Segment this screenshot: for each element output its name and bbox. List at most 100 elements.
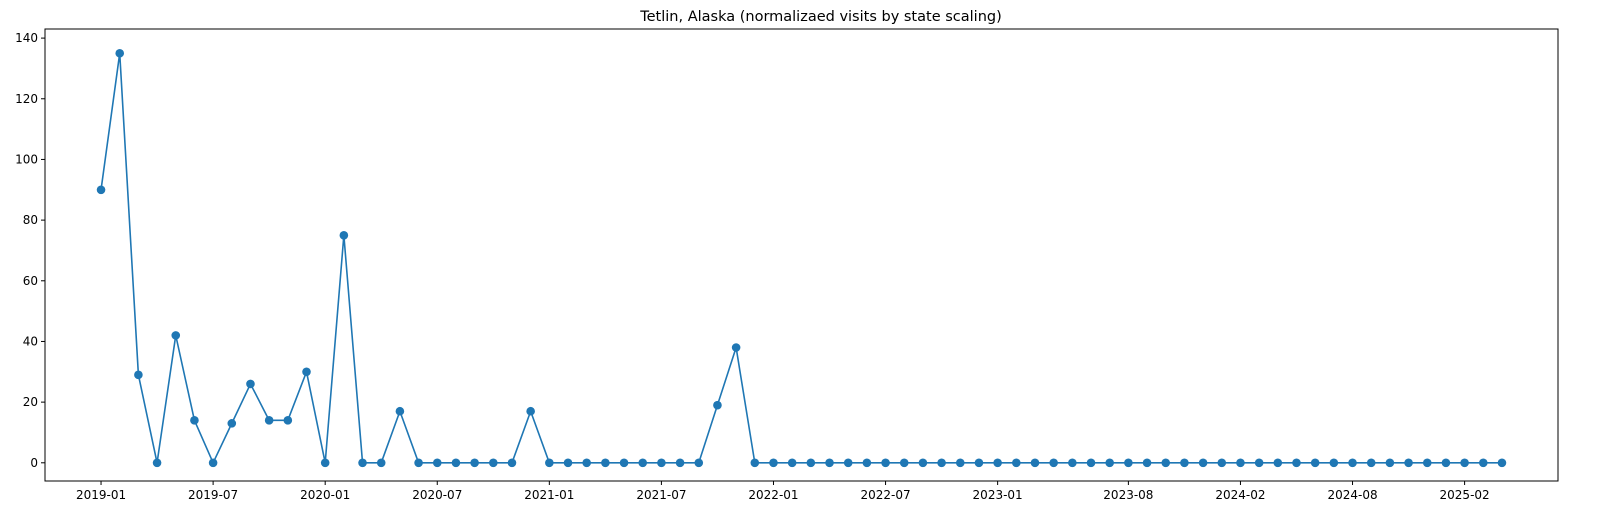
data-point bbox=[862, 458, 872, 468]
data-point bbox=[899, 458, 909, 468]
data-point bbox=[1105, 458, 1114, 468]
data-point bbox=[601, 458, 610, 468]
data-point bbox=[582, 458, 591, 468]
x-tick-label: 2023-01 bbox=[973, 488, 1023, 502]
y-tick-label: 60 bbox=[23, 274, 38, 288]
data-point bbox=[507, 458, 517, 468]
data-point bbox=[1217, 458, 1227, 468]
x-tick-label: 2022-07 bbox=[860, 488, 910, 502]
data-point bbox=[1292, 458, 1301, 468]
data-point bbox=[115, 48, 125, 58]
data-point bbox=[806, 458, 816, 468]
x-tick-label: 2023-08 bbox=[1103, 488, 1153, 502]
x-tick-label: 2024-08 bbox=[1327, 488, 1377, 502]
data-point bbox=[937, 458, 946, 468]
data-point bbox=[1161, 458, 1171, 468]
data-point bbox=[918, 458, 928, 468]
x-tick-label: 2020-07 bbox=[412, 488, 462, 502]
data-point bbox=[694, 458, 704, 468]
x-tick-label: 2024-02 bbox=[1215, 488, 1265, 502]
data-point bbox=[619, 458, 629, 468]
chart-title: Tetlin, Alaska (normalizaed visits by st… bbox=[639, 9, 1002, 25]
y-tick-label: 100 bbox=[15, 152, 38, 166]
data-point bbox=[358, 458, 367, 468]
data-point bbox=[1385, 458, 1395, 468]
data-point bbox=[1030, 458, 1040, 468]
data-point bbox=[750, 458, 760, 468]
data-point bbox=[1348, 458, 1357, 468]
data-point bbox=[843, 458, 853, 468]
data-point bbox=[1478, 458, 1488, 468]
data-point bbox=[638, 458, 648, 468]
data-point bbox=[787, 458, 797, 468]
data-point bbox=[1441, 458, 1451, 468]
data-point bbox=[1273, 458, 1283, 468]
data-point bbox=[283, 416, 293, 425]
data-point bbox=[993, 458, 1002, 468]
data-point bbox=[1366, 458, 1376, 468]
data-point bbox=[1012, 458, 1021, 468]
data-point bbox=[227, 419, 237, 428]
data-point bbox=[1124, 458, 1133, 468]
x-tick-label: 2022-01 bbox=[748, 488, 798, 502]
y-tick-label: 80 bbox=[23, 213, 38, 227]
data-point bbox=[264, 416, 274, 425]
y-tick-label: 40 bbox=[23, 334, 38, 348]
x-tick-label: 2020-01 bbox=[300, 488, 350, 502]
data-point bbox=[1329, 458, 1339, 468]
data-point bbox=[152, 458, 162, 468]
data-point bbox=[1497, 458, 1507, 468]
x-tick-label: 2025-02 bbox=[1440, 488, 1490, 502]
x-axis: 2019-01 2019-07 2020-01 2020-07 2021-01 2021-… bbox=[76, 481, 1490, 502]
data-point bbox=[731, 343, 741, 352]
y-tick-label: 140 bbox=[15, 31, 38, 45]
data-point bbox=[134, 370, 143, 380]
data-point bbox=[1236, 458, 1245, 468]
data-point bbox=[825, 458, 834, 468]
data-point bbox=[881, 458, 890, 468]
x-tick-label: 2021-07 bbox=[636, 488, 686, 502]
data-point bbox=[302, 367, 311, 377]
data-point bbox=[339, 230, 349, 240]
x-tick-label: 2019-01 bbox=[76, 488, 126, 502]
x-tick-label: 2019-07 bbox=[188, 488, 238, 502]
data-point bbox=[955, 458, 965, 468]
data-point bbox=[432, 458, 442, 468]
data-point bbox=[974, 458, 984, 468]
data-point bbox=[769, 458, 778, 468]
data-point bbox=[713, 400, 722, 410]
y-tick-label: 0 bbox=[30, 456, 38, 470]
data-point bbox=[1198, 458, 1208, 468]
y-tick-label: 120 bbox=[15, 92, 38, 106]
data-point bbox=[489, 458, 498, 468]
data-point bbox=[414, 458, 423, 468]
data-point bbox=[1310, 458, 1320, 468]
data-point bbox=[563, 458, 573, 468]
data-point bbox=[1254, 458, 1264, 468]
data-point bbox=[1460, 458, 1469, 468]
data-point bbox=[1404, 458, 1413, 468]
data-point bbox=[96, 185, 106, 195]
plot-frame bbox=[44, 28, 1559, 482]
data-point bbox=[470, 458, 479, 468]
data-point bbox=[1142, 458, 1152, 468]
series-line bbox=[100, 52, 1502, 464]
data-point bbox=[545, 458, 554, 468]
y-axis: 0 20 40 60 80 100 120 140 bbox=[15, 31, 45, 470]
data-point bbox=[395, 406, 405, 416]
data-point bbox=[526, 406, 535, 416]
data-point bbox=[190, 416, 199, 425]
data-point bbox=[1068, 458, 1077, 468]
data-point bbox=[376, 458, 386, 468]
data-point bbox=[1086, 458, 1096, 468]
data-point bbox=[1049, 458, 1058, 468]
y-tick-label: 20 bbox=[23, 395, 38, 409]
series-group bbox=[96, 48, 1507, 468]
data-point bbox=[171, 331, 181, 340]
data-point bbox=[320, 458, 330, 468]
data-point bbox=[1180, 458, 1189, 468]
data-point bbox=[675, 458, 685, 468]
data-point bbox=[657, 458, 666, 468]
x-tick-label: 2021-01 bbox=[524, 488, 574, 502]
